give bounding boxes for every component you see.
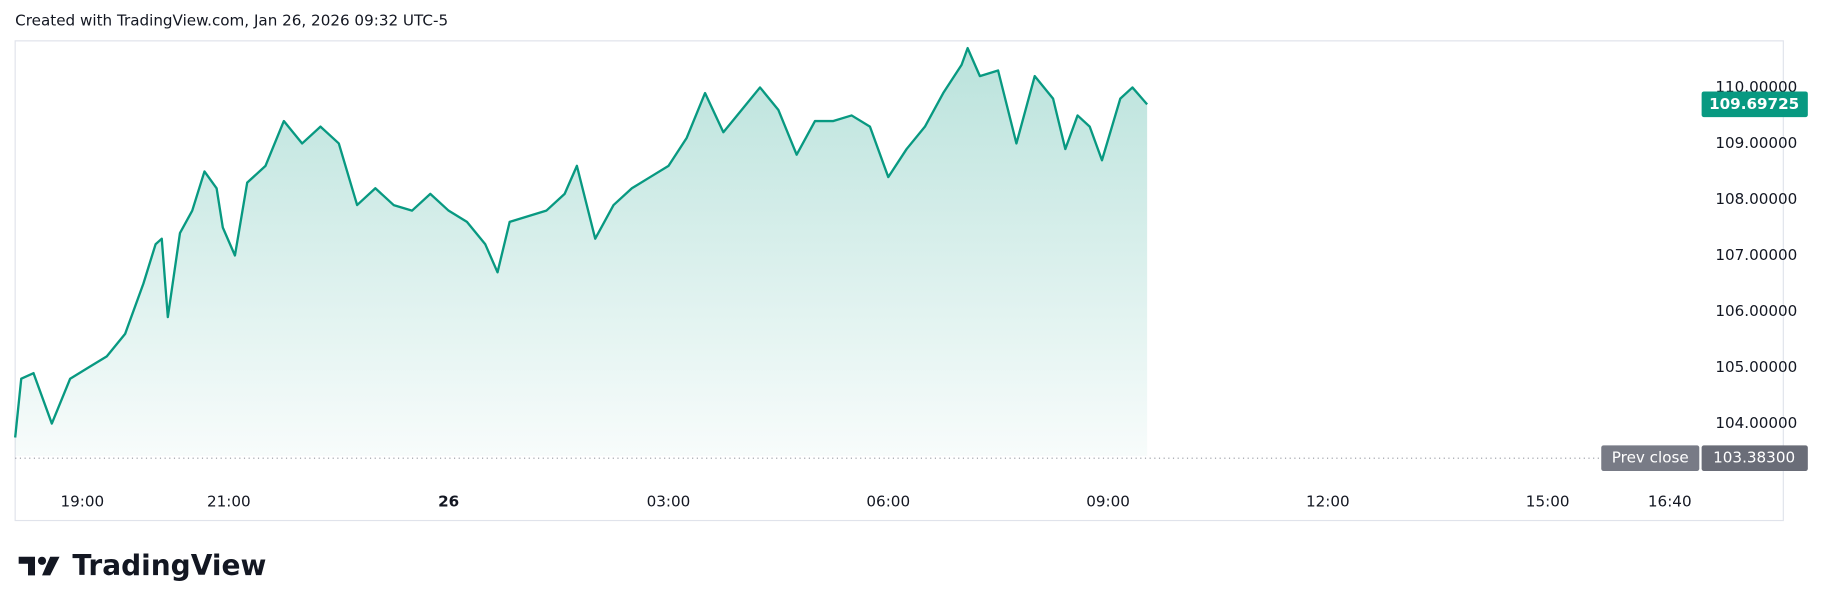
- y-tick-label: 105.00000: [1715, 358, 1797, 376]
- chart-frame: [14, 40, 1784, 522]
- x-tick-label: 19:00: [60, 492, 104, 510]
- brand-logo: TradingView: [18, 549, 266, 582]
- prev-close-value-tag: [1701, 445, 1808, 472]
- x-tick-label: 16:40: [1648, 492, 1692, 510]
- brand: TradingView: [72, 549, 266, 582]
- prev-close-label: Prev close: [1612, 449, 1689, 467]
- y-tick-label: 109.00000: [1715, 134, 1797, 152]
- y-tick-label: 110.00000: [1715, 78, 1797, 96]
- prev-close-value: 103.38300: [1713, 449, 1795, 467]
- x-tick-label: 15:00: [1526, 492, 1570, 510]
- last-price-tag: [1701, 91, 1808, 118]
- x-tick-label: 03:00: [647, 492, 691, 510]
- y-tick-label: 104.00000: [1715, 414, 1797, 432]
- x-tick-label: 06:00: [866, 492, 910, 510]
- x-tick-label: 21:00: [207, 492, 251, 510]
- x-tick-label: 09:00: [1086, 492, 1130, 510]
- plot: 104.00000 105.00000 106.00000 107.00000 108.…: [14, 46, 1808, 510]
- logo-mark: [42, 556, 60, 576]
- header: Created with TradingView.com, Jan 26, 20…: [15, 12, 448, 30]
- logo-mark: [18, 556, 36, 576]
- prev-close-tag: [1601, 445, 1700, 472]
- x-tick-label: 26: [438, 492, 459, 510]
- y-tick-label: 106.00000: [1715, 302, 1797, 320]
- last-price-label: 109.69725: [1709, 95, 1799, 113]
- y-tick-label: 108.00000: [1715, 190, 1797, 208]
- area: [15, 48, 1148, 456]
- price-line: [14, 46, 1149, 438]
- logo-dot: [37, 556, 47, 565]
- x-tick-label: 12:00: [1306, 492, 1350, 510]
- y-tick-label: 107.00000: [1715, 246, 1797, 264]
